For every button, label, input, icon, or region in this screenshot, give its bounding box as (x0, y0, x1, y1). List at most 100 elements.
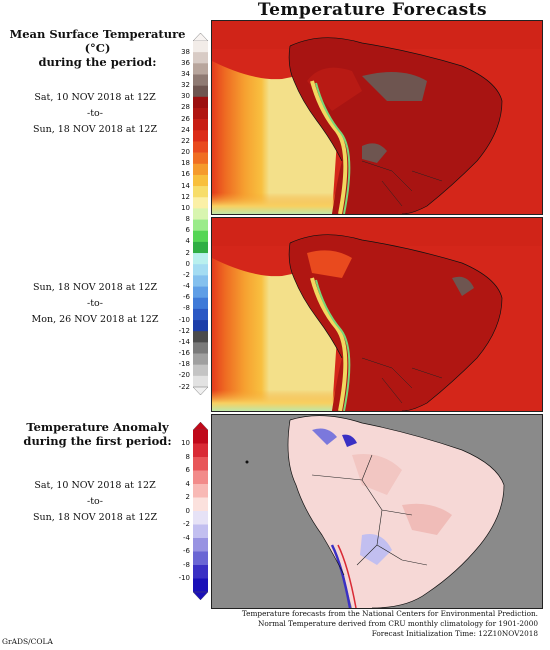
temperature-colorbar-tick-label: -14 (178, 337, 190, 346)
anomaly-colorbar-tick-label: -4 (183, 533, 190, 542)
temperature-colorbar-swatch (193, 174, 208, 187)
panel1-heading: Mean Surface Temperature (°C) during the… (5, 27, 190, 69)
temperature-colorbar-swatch (193, 297, 208, 310)
panel3-heading: Temperature Anomaly during the first per… (5, 420, 190, 448)
footer-line3: Forecast Initialization Time: 12Z10NOV20… (371, 629, 538, 638)
panel2-start: Sun, 18 NOV 2018 at 12Z (32, 282, 158, 293)
anomaly-colorbar-tick-label: -8 (183, 560, 190, 569)
temperature-colorbar-swatch (193, 85, 208, 98)
temperature-colorbar-tick-label: -12 (178, 326, 190, 335)
anomaly-colorbar-swatch (193, 430, 208, 444)
anomaly-colorbar-swatch (193, 511, 208, 525)
anomaly-colorbar-arrow-bottom (193, 591, 209, 600)
anomaly-colorbar-tick-label: 6 (185, 466, 190, 474)
panel3-period: Sat, 10 NOV 2018 at 12Z -to- Sun, 18 NOV… (0, 480, 190, 524)
temperature-colorbar-swatch (193, 342, 208, 354)
temperature-colorbar-tick-label: 8 (185, 215, 190, 224)
temperature-map-period2 (211, 217, 543, 412)
panel2-to: -to- (87, 298, 103, 309)
anomaly-colorbar-tick-label: -6 (183, 547, 190, 555)
grads-credit: GrADS/COLA (2, 637, 53, 646)
temperature-colorbar-swatch (193, 264, 208, 276)
temperature-colorbar-swatch (193, 320, 208, 332)
temperature-map-period1 (211, 20, 543, 215)
temperature-colorbar-tick-label: 0 (185, 259, 190, 268)
panel1-heading-line2: during the period: (38, 55, 157, 69)
main-title: Temperature Forecasts (257, 0, 488, 20)
panel3-heading-line1: Temperature Anomaly (26, 420, 169, 434)
panel3-end: Sun, 18 NOV 2018 at 12Z (32, 512, 158, 523)
temperature-colorbar-swatch (193, 163, 208, 176)
temperature-colorbar-tick-label: -16 (178, 349, 190, 358)
temperature-colorbar-swatch (193, 308, 208, 321)
temperature-colorbar-tick-label: 26 (181, 114, 190, 123)
temperature-colorbar-swatch (193, 219, 208, 232)
temperature-colorbar-swatch (193, 63, 208, 75)
temperature-colorbar-swatch (193, 141, 208, 153)
temperature-colorbar-tick-label: 2 (185, 248, 190, 257)
temperature-colorbar-tick-label: 22 (181, 136, 190, 145)
temperature-colorbar-tick-label: 32 (181, 81, 190, 90)
temperature-colorbar (193, 33, 209, 395)
temperature-colorbar-tick-label: -18 (178, 360, 190, 369)
footer-line2: Normal Temperature derived from CRU mont… (257, 619, 538, 628)
temperature-colorbar-swatch (193, 364, 208, 377)
anomaly-colorbar-tick-label: 2 (185, 493, 190, 501)
temperature-colorbar-tick-label: 18 (181, 159, 190, 168)
anomaly-colorbar-tick-label: 4 (185, 479, 190, 488)
anomaly-colorbar (193, 422, 209, 600)
anomaly-colorbar-swatch (193, 484, 208, 498)
temperature-colorbar-tick-label: 36 (181, 58, 190, 67)
footer-notes: Temperature forecasts from the National … (242, 609, 538, 639)
temperature-colorbar-tick-label: 12 (181, 192, 190, 201)
anomaly-colorbar-swatch (193, 578, 208, 593)
panel1-heading-line1: Mean Surface Temperature (°C) (9, 27, 186, 55)
temperature-colorbar-tick-label: 38 (181, 47, 190, 56)
temperature-colorbar-tick-label: 20 (181, 148, 190, 157)
panel3-to: -to- (87, 496, 103, 507)
temperature-colorbar-swatch (193, 152, 208, 165)
temperature-colorbar-swatch (193, 353, 208, 365)
anomaly-colorbar-arrow-top (193, 422, 209, 431)
temperature-colorbar-tick-label: 14 (181, 181, 190, 190)
panel1-start: Sat, 10 NOV 2018 at 12Z (34, 92, 156, 103)
panel1-end: Sun, 18 NOV 2018 at 12Z (32, 124, 158, 135)
temperature-colorbar-tick-label: -8 (183, 304, 190, 313)
temperature-colorbar-swatch (193, 74, 208, 86)
temperature-colorbar-swatch (193, 107, 208, 120)
anomaly-colorbar-tick-label: 0 (185, 506, 190, 515)
panel3-heading-line2: during the first period: (23, 434, 172, 448)
anomaly-colorbar-swatch (193, 457, 208, 471)
anomaly-colorbar-swatch (193, 497, 208, 512)
temperature-colorbar-tick-label: -22 (178, 382, 190, 391)
panel2-period: Sun, 18 NOV 2018 at 12Z -to- Mon, 26 NOV… (0, 282, 190, 326)
anomaly-colorbar-swatch (193, 443, 208, 458)
temperature-colorbar-tick-label: -4 (183, 282, 190, 291)
anomaly-colorbar-swatch (193, 551, 208, 566)
anomaly-colorbar-swatch (193, 565, 208, 579)
south-america-landmass (288, 415, 504, 608)
panel2-end: Mon, 26 NOV 2018 at 12Z (31, 314, 159, 325)
anomaly-colorbar-tick-label: -10 (178, 574, 190, 582)
temperature-colorbar-tick-label: 6 (185, 226, 190, 235)
temperature-colorbar-swatch (193, 230, 208, 243)
temperature-colorbar-arrow-top (193, 33, 209, 42)
temperature-colorbar-swatch (193, 253, 208, 265)
anomaly-colorbar-tick-label: 8 (185, 452, 190, 461)
temperature-colorbar-swatch (193, 197, 208, 209)
temperature-colorbar-tick-label: -20 (178, 371, 190, 380)
panel3-start: Sat, 10 NOV 2018 at 12Z (34, 480, 156, 491)
temperature-colorbar-tick-label: 30 (181, 92, 190, 101)
anomaly-colorbar-tick-label: -2 (183, 520, 190, 528)
temperature-colorbar-tick-label: 10 (181, 203, 190, 212)
temperature-colorbar-swatch (193, 52, 208, 64)
panel1-to: -to- (87, 108, 103, 119)
temperature-colorbar-arrow-bottom (193, 386, 209, 395)
temperature-colorbar-tick-label: -6 (183, 293, 190, 302)
temperature-colorbar-swatch (193, 208, 208, 220)
anomaly-colorbar-swatch (193, 470, 208, 485)
temperature-colorbar-tick-label: 16 (181, 170, 190, 179)
temperature-colorbar-swatch (193, 119, 208, 131)
temperature-colorbar-tick-label: 28 (181, 103, 190, 112)
temperature-colorbar-tick-label: -2 (183, 270, 190, 279)
